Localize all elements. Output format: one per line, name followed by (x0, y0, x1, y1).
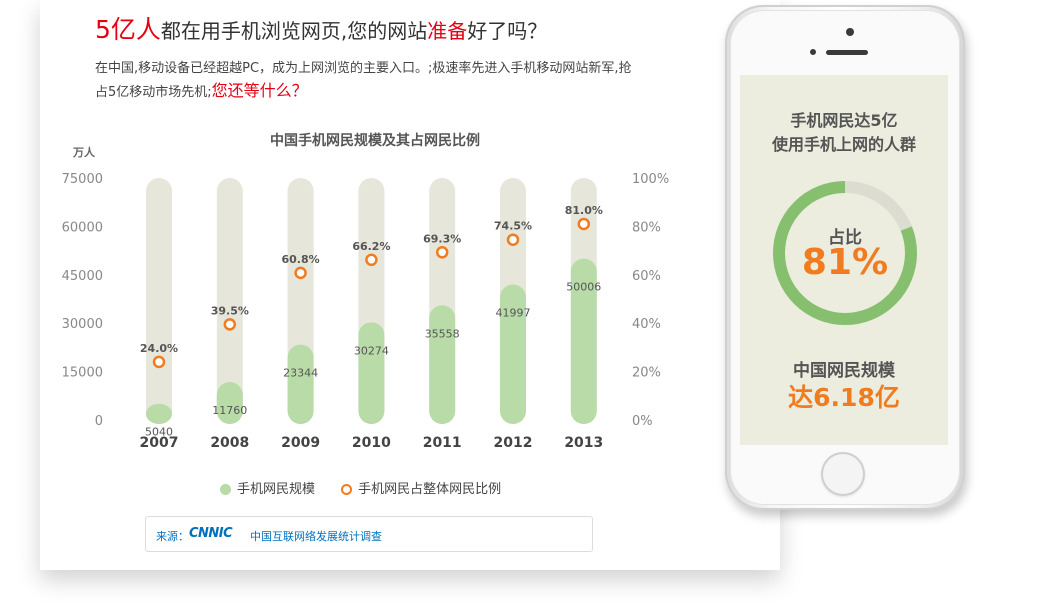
y2-tick-label: 40% (632, 317, 661, 332)
ratio-point (294, 266, 307, 280)
intro-text: 在中国,移动设备已经超越PC，成为上网浏览的主要入口。;极速率先进入手机移动网站… (95, 58, 635, 104)
x-tick-label: 2012 (494, 435, 533, 451)
scale-value: 达6.18亿 (788, 383, 900, 412)
x-tick-label: 2013 (564, 435, 603, 451)
headline-accent-1: 5亿人 (95, 15, 161, 44)
y2-tick-label: 80% (632, 220, 661, 235)
legend-item-point: 手机网民占整体网民比例 (341, 478, 501, 497)
ratio-point (152, 355, 166, 369)
x-tick-label: 2010 (352, 435, 391, 451)
ratio-point-label: 81.0% (565, 204, 603, 217)
y2-tick-label: 20% (632, 366, 661, 381)
cnnic-logo: CNNIC (189, 526, 233, 541)
y-axis-unit: 万人 (72, 145, 96, 159)
y-tick-label: 60000 (62, 220, 103, 235)
bar-track (146, 178, 172, 424)
chart-title: 中国手机网民规模及其占网民比例 (270, 132, 480, 149)
headline-accent-2: 准备 (427, 19, 468, 43)
legend-item-bar: 手机网民规模 (220, 478, 315, 497)
phone-title: 手机网民达5亿 使用手机上网的人群 (740, 109, 948, 157)
intro-question: 您还等什么？ (211, 81, 308, 100)
home-button[interactable] (821, 452, 865, 496)
y-tick-label: 75000 (62, 172, 103, 187)
ratio-point (506, 233, 520, 246)
y2-tick-label: 0% (632, 414, 653, 429)
bar (287, 344, 314, 424)
bar (500, 284, 526, 424)
camera-icon (846, 28, 854, 36)
y-tick-label: 15000 (62, 366, 103, 381)
source-org: 中国互联网络发展统计调查 (250, 530, 382, 543)
ratio-ring-arc (773, 181, 917, 325)
chart-legend: 手机网民规模 手机网民占整体网民比例 (220, 478, 523, 497)
phone-title-line-1: 手机网民达5亿 (790, 111, 898, 130)
headline: 5亿人都在用手机浏览网页,您的网站准备好了吗？ (95, 10, 547, 46)
legend-point-swatch (341, 484, 353, 495)
legend-bar-label: 手机网民规模 (237, 482, 316, 497)
ratio-point-label: 74.5% (494, 220, 532, 233)
bar-value-label: 30274 (354, 344, 389, 357)
source-label: 来源： (156, 530, 189, 543)
legend-bar-swatch (220, 484, 231, 495)
y2-tick-label: 60% (632, 269, 661, 284)
legend-point-label: 手机网民占整体网民比例 (358, 482, 502, 497)
y-tick-label: 0 (95, 414, 103, 429)
bar (146, 403, 172, 424)
ratio-point-label: 66.2% (352, 240, 390, 253)
ratio-point (577, 217, 591, 231)
source-box: 来源： CNNIC 中国互联网络发展统计调查 (145, 516, 593, 552)
ratio-point (365, 253, 378, 267)
ratio-value: 81% (801, 242, 889, 283)
bar-track (216, 178, 243, 424)
headline-part-2: 好了吗？ (467, 19, 548, 43)
bar (429, 305, 456, 424)
y-tick-label: 45000 (62, 269, 103, 284)
x-tick-label: 2009 (281, 435, 320, 451)
phone-title-line-2: 使用手机上网的人群 (771, 135, 916, 154)
bar-value-label: 41997 (496, 306, 531, 319)
ratio-label: 占比 (828, 228, 862, 248)
intro-body: 在中国,移动设备已经超越PC，成为上网浏览的主要入口。;极速率先进入手机移动网站… (95, 61, 632, 100)
x-tick-label: 2011 (423, 435, 462, 451)
bar-value-label: 5040 (145, 426, 173, 439)
bar-value-label: 35558 (425, 327, 460, 340)
scale-label: 中国网民规模 (793, 361, 895, 381)
bar (570, 258, 597, 424)
headline-part-1: 都在用手机浏览网页,您的网站 (160, 19, 428, 43)
ratio-point-label: 69.3% (423, 232, 461, 245)
bar-value-label: 11760 (212, 404, 247, 417)
bar (358, 322, 385, 424)
ratio-point-label: 24.0% (140, 342, 178, 355)
ratio-point-label: 60.8% (282, 253, 320, 266)
bar-value-label: 23344 (283, 367, 318, 380)
sensor-icon (810, 49, 816, 55)
ratio-point (223, 318, 237, 331)
bar-value-label: 50006 (566, 281, 601, 294)
ratio-ring (773, 181, 917, 325)
y-tick-label: 30000 (62, 317, 103, 332)
x-tick-label: 2007 (140, 435, 179, 451)
bar (216, 382, 243, 424)
y2-tick-label: 100% (632, 172, 669, 187)
x-tick-label: 2008 (210, 435, 249, 451)
ratio-point-label: 39.5% (211, 304, 249, 317)
ratio-point (435, 246, 449, 259)
speaker-icon (826, 50, 868, 55)
